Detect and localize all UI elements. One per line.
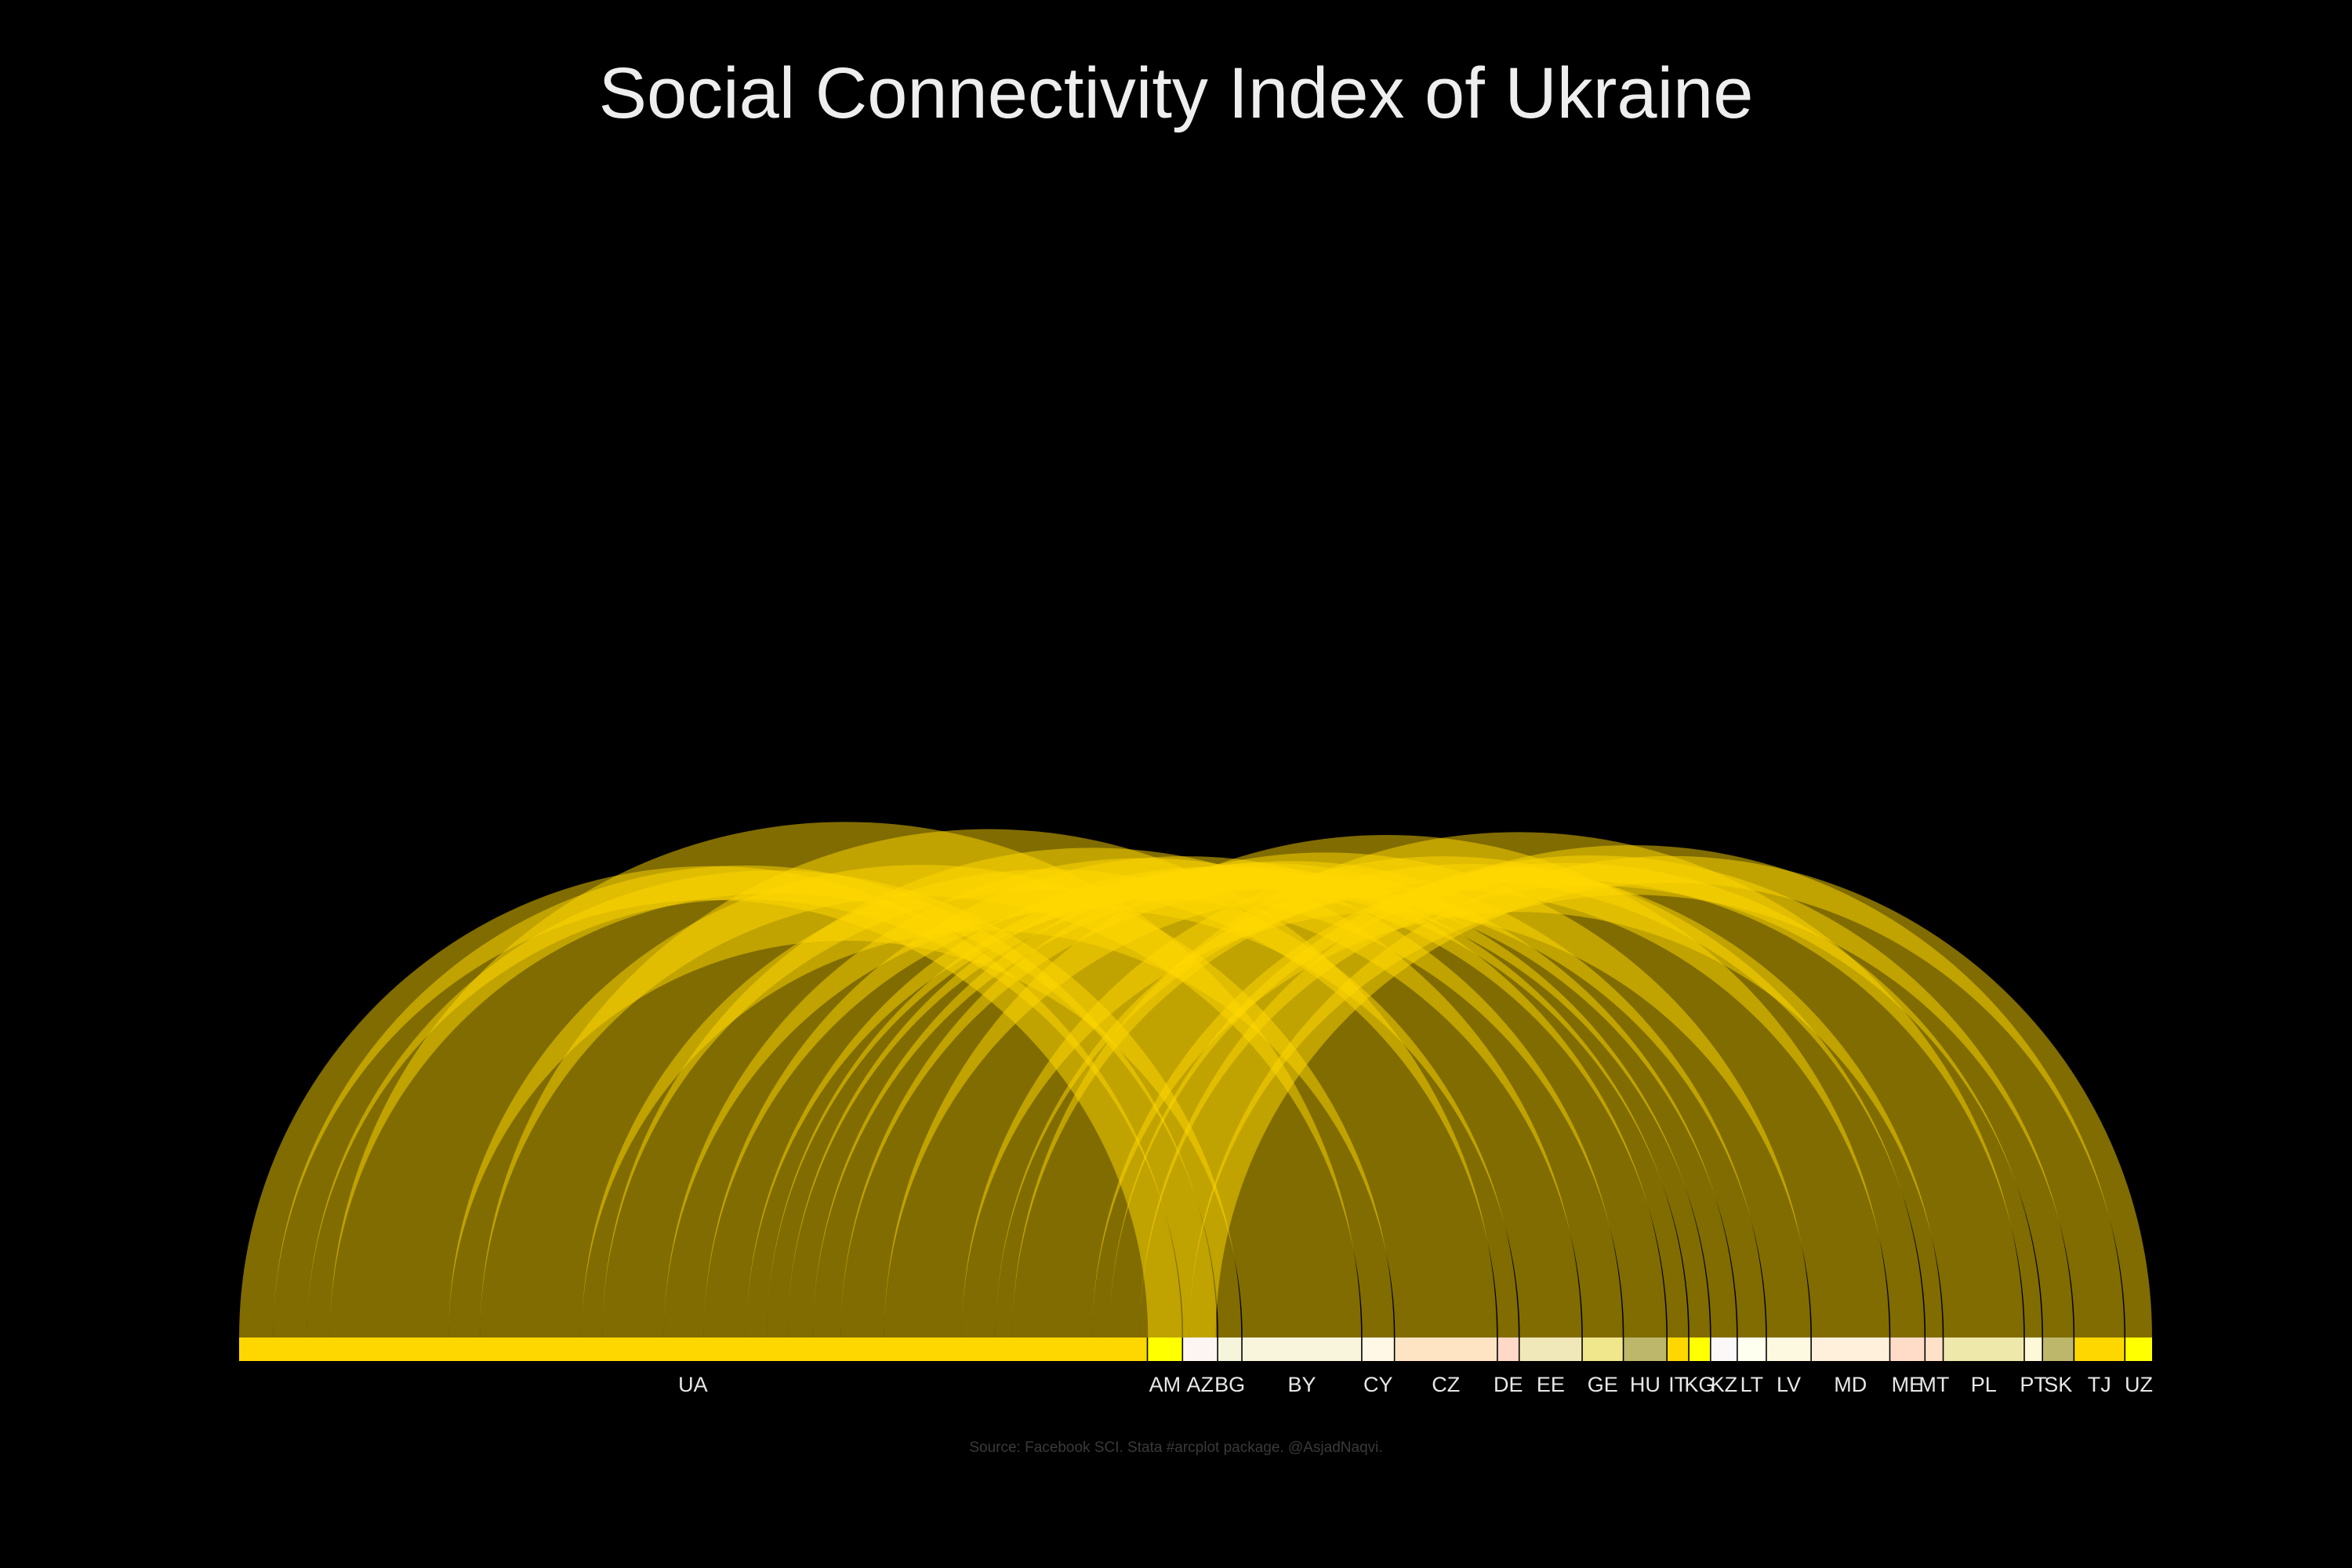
node-label-by: BY [1287, 1373, 1316, 1396]
node-bar-bg [1218, 1338, 1242, 1361]
node-bar-cz [1395, 1338, 1497, 1361]
node-bar-az [1183, 1338, 1218, 1361]
source-note: Source: Facebook SCI. Stata #arcplot pac… [969, 1439, 1382, 1456]
node-bar-sk [2042, 1338, 2074, 1361]
node-bar-kg [1689, 1338, 1711, 1361]
arcs-layer [239, 822, 2152, 1338]
node-label-az: AZ [1186, 1373, 1214, 1396]
node-label-pl: PL [1971, 1373, 1997, 1396]
node-bar-me [1890, 1338, 1925, 1361]
node-label-hu: HU [1630, 1373, 1661, 1396]
node-bar-pl [1944, 1338, 2024, 1361]
node-label-de: DE [1494, 1373, 1523, 1396]
node-bar-am [1148, 1338, 1182, 1361]
node-bar-mt [1926, 1338, 1943, 1361]
arc-ua-by [329, 822, 1362, 1338]
chart-title: Social Connectivity Index of Ukraine [599, 53, 1754, 133]
node-bar-ua [239, 1338, 1147, 1361]
node-label-sk: SK [2044, 1373, 2072, 1396]
node-bar-it [1667, 1338, 1689, 1361]
node-label-lv: LV [1777, 1373, 1801, 1396]
node-label-ee: EE [1537, 1373, 1565, 1396]
node-label-uz: UZ [2125, 1373, 2153, 1396]
node-bar-uz [2125, 1338, 2152, 1361]
node-label-kg: KG [1684, 1373, 1715, 1396]
node-label-bg: BG [1214, 1373, 1245, 1396]
node-label-lt: LT [1740, 1373, 1764, 1396]
nodes-layer [239, 1338, 2152, 1361]
node-bar-de [1497, 1338, 1519, 1361]
node-label-kz: KZ [1711, 1373, 1738, 1396]
node-label-me: ME [1892, 1373, 1924, 1396]
node-bar-cy [1362, 1338, 1394, 1361]
node-bar-ge [1582, 1338, 1623, 1361]
node-label-pt: PT [2020, 1373, 2047, 1396]
node-bar-ee [1519, 1338, 1582, 1361]
node-label-am: AM [1149, 1373, 1181, 1396]
node-label-md: MD [1834, 1373, 1867, 1396]
node-label-ge: GE [1588, 1373, 1618, 1396]
node-label-ua: UA [678, 1373, 708, 1396]
node-label-cy: CY [1363, 1373, 1393, 1396]
node-bar-pt [2024, 1338, 2042, 1361]
node-bar-lv [1766, 1338, 1811, 1361]
node-bar-lt [1737, 1338, 1766, 1361]
node-label-it: IT [1668, 1373, 1687, 1396]
node-label-cz: CZ [1432, 1373, 1460, 1396]
node-bar-kz [1711, 1338, 1737, 1361]
node-bar-tj [2074, 1338, 2125, 1361]
node-label-mt: MT [1918, 1373, 1949, 1396]
node-bar-md [1811, 1338, 1889, 1361]
node-bar-by [1242, 1338, 1362, 1361]
node-label-tj: TJ [2088, 1373, 2111, 1396]
node-bar-hu [1624, 1338, 1667, 1361]
